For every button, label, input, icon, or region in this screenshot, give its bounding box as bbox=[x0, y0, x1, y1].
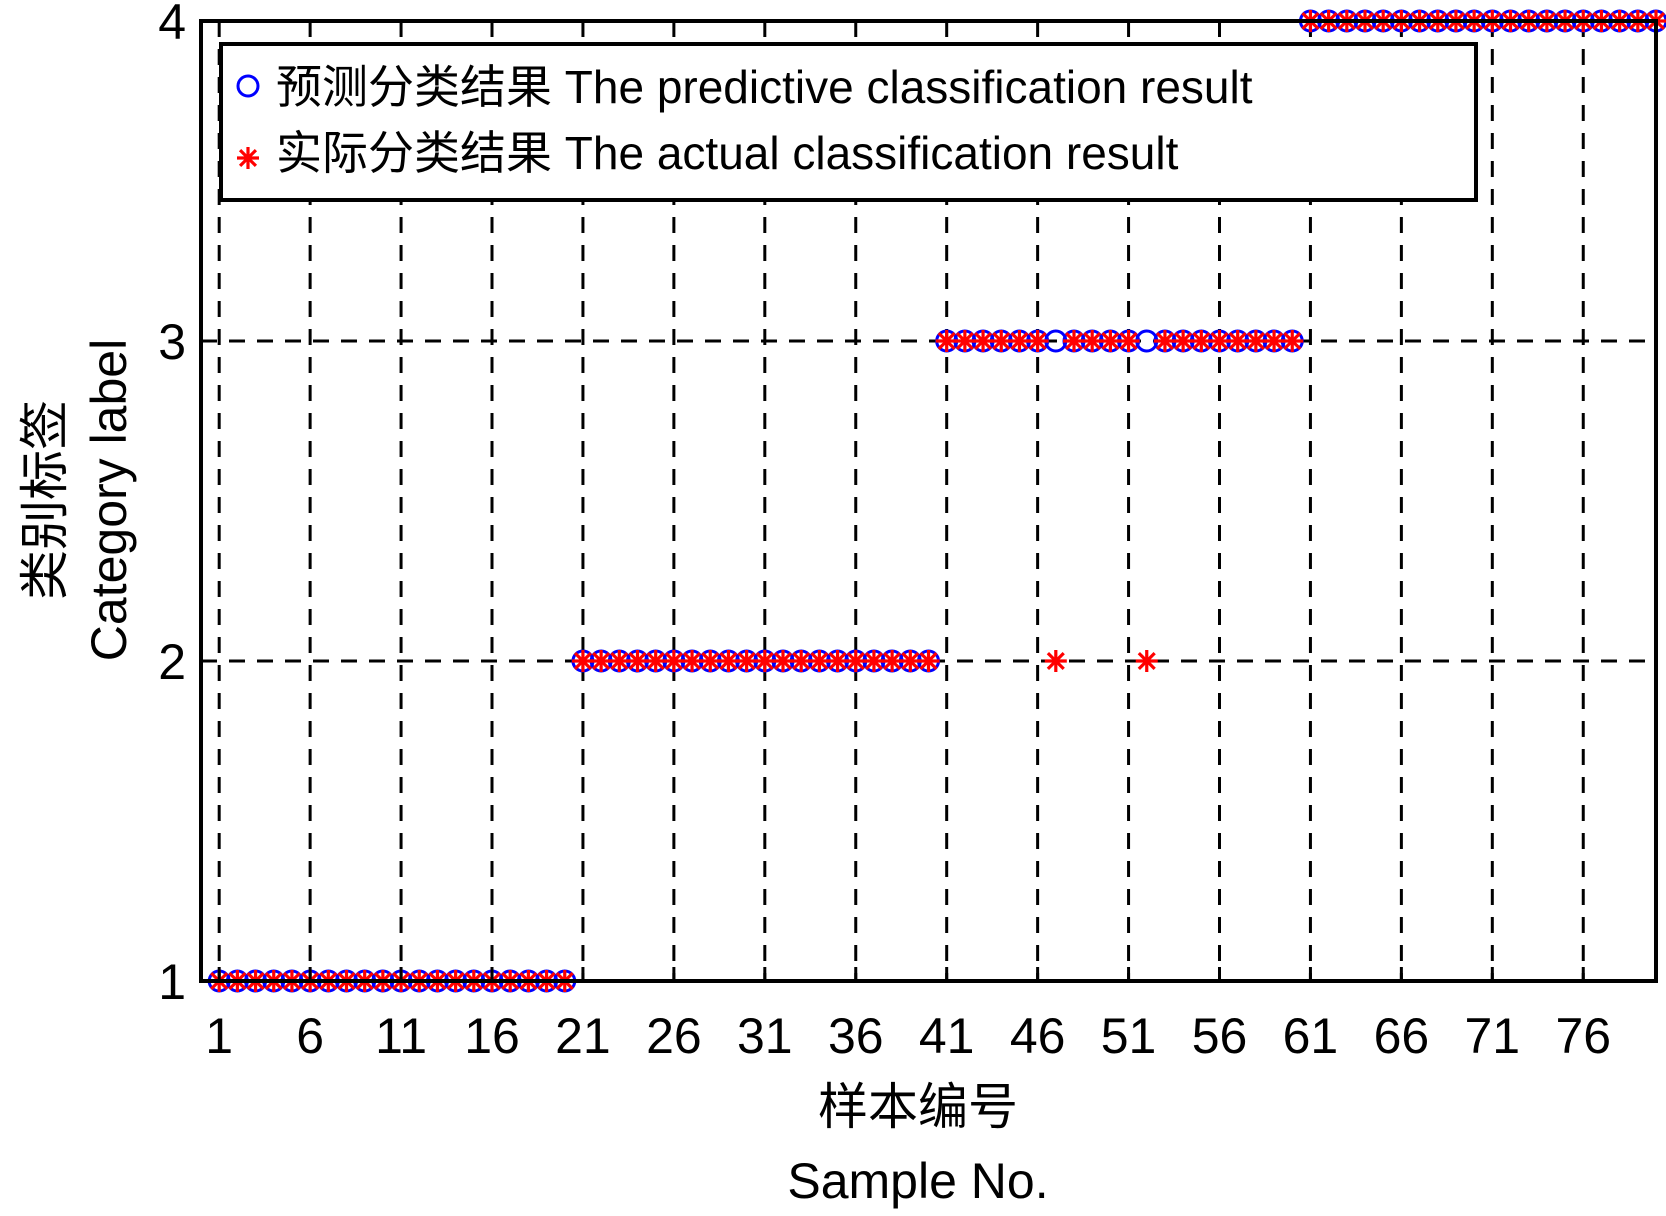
data-point-asterisk bbox=[753, 650, 776, 672]
legend-entries: 预测分类结果 The predictive classification res… bbox=[236, 61, 1253, 179]
data-point-asterisk bbox=[1026, 330, 1049, 352]
data-point-asterisk bbox=[899, 650, 922, 672]
x-tick-label: 61 bbox=[1283, 1008, 1339, 1064]
data-point-asterisk bbox=[1044, 650, 1067, 672]
x-tick-label: 21 bbox=[555, 1008, 611, 1064]
x-tick-label: 6 bbox=[296, 1008, 324, 1064]
x-axis-label-en: Sample No. bbox=[787, 1153, 1048, 1209]
y-tick-label: 4 bbox=[158, 0, 186, 50]
data-point-asterisk bbox=[1117, 330, 1140, 352]
plot-frame bbox=[199, 19, 1658, 983]
y-axis-label-cn: 类别标签 bbox=[17, 400, 73, 600]
x-tick-label: 76 bbox=[1555, 1008, 1611, 1064]
x-tick-label: 26 bbox=[646, 1008, 702, 1064]
legend-label: 预测分类结果 The predictive classification res… bbox=[276, 61, 1253, 113]
legend-label: 实际分类结果 The actual classification result bbox=[276, 127, 1179, 179]
data-point-asterisk bbox=[1135, 650, 1158, 672]
data-point-asterisk bbox=[1263, 330, 1286, 352]
x-tick-label: 46 bbox=[1010, 1008, 1066, 1064]
data-point-asterisk bbox=[590, 650, 613, 672]
data-point-asterisk bbox=[772, 650, 794, 672]
axis-labels: 样本编号 Sample No. 类别标签 Category label bbox=[17, 339, 1049, 1209]
x-tick-label: 41 bbox=[919, 1008, 975, 1064]
x-tick-label: 31 bbox=[737, 1008, 793, 1064]
data-point-asterisk bbox=[990, 330, 1013, 352]
x-tick-label: 36 bbox=[828, 1008, 884, 1064]
data-point-asterisk bbox=[953, 330, 976, 352]
x-tick-label: 56 bbox=[1192, 1008, 1248, 1064]
legend: 预测分类结果 The predictive classification res… bbox=[219, 42, 1478, 202]
data-point-asterisk bbox=[626, 650, 649, 672]
legend-marker-asterisk bbox=[237, 147, 259, 169]
x-axis-label-cn: 样本编号 bbox=[818, 1079, 1018, 1135]
x-tick-label: 16 bbox=[464, 1008, 520, 1064]
x-tick-label: 71 bbox=[1465, 1008, 1521, 1064]
data-point-asterisk bbox=[608, 650, 631, 672]
legend-box bbox=[219, 42, 1478, 202]
x-tick-label: 11 bbox=[375, 1008, 427, 1064]
x-tick-label: 66 bbox=[1374, 1008, 1430, 1064]
x-tick-label: 51 bbox=[1101, 1008, 1157, 1064]
data-point-asterisk bbox=[881, 650, 904, 672]
data-point-asterisk bbox=[917, 650, 940, 672]
data-point-asterisk bbox=[571, 650, 594, 672]
legend-marker-circle bbox=[236, 74, 260, 98]
y-tick-label: 1 bbox=[158, 954, 186, 1010]
x-tick-label: 1 bbox=[205, 1008, 233, 1064]
y-tick-label: 3 bbox=[158, 314, 186, 370]
y-axis-label-en: Category label bbox=[81, 339, 137, 661]
y-tick-label: 2 bbox=[158, 634, 186, 690]
data-point-asterisk bbox=[1281, 330, 1304, 352]
